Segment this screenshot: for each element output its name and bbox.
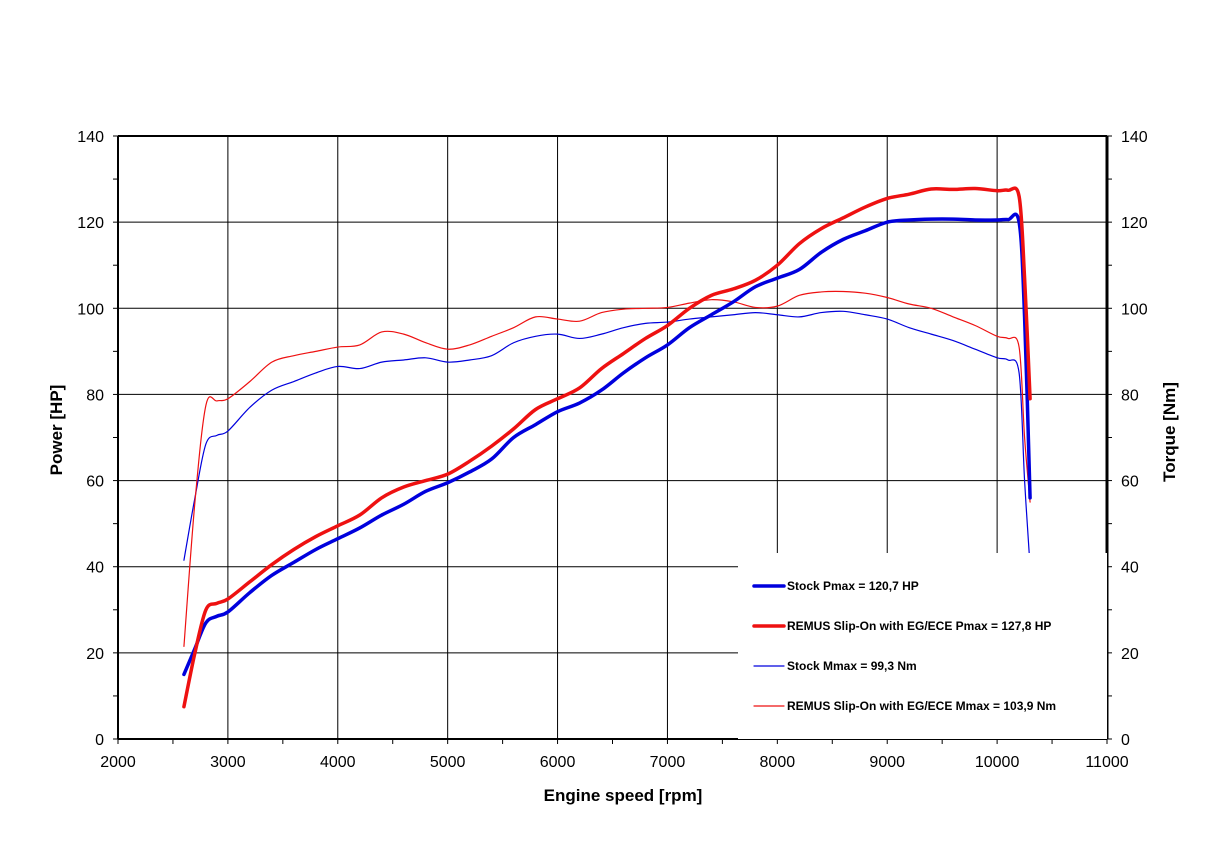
legend: Stock Pmax = 120,7 HP REMUS Slip-On with … xyxy=(738,553,1107,739)
x-tick-label: 3000 xyxy=(210,754,246,771)
y-tick-label-right: 0 xyxy=(1121,732,1130,749)
legend-label: Stock Mmax = 99,3 Nm xyxy=(787,659,917,673)
legend-box xyxy=(738,553,1107,739)
stock-torque-line xyxy=(183,310,1031,568)
stock-power-line xyxy=(182,212,1032,677)
x-tick-label: 11000 xyxy=(1085,754,1128,771)
y-tick-label-right: 40 xyxy=(1121,560,1139,577)
y-tick-label-left: 80 xyxy=(86,387,104,404)
y-tick-label-left: 60 xyxy=(86,474,104,491)
x-axis-title: Engine speed [rpm] xyxy=(544,786,703,805)
y-tick-label-left: 140 xyxy=(77,129,104,146)
x-tick-label: 10000 xyxy=(975,754,1020,771)
y-tick-label-left: 100 xyxy=(77,301,104,318)
y-tick-label-left: 0 xyxy=(95,732,104,749)
x-tick-label: 5000 xyxy=(430,754,466,771)
tick-labels: 2000 3000 4000 5000 6000 7000 8000 9000 10000 110… xyxy=(77,129,1148,771)
x-tick-label: 7000 xyxy=(650,754,686,771)
remus-torque-line xyxy=(183,290,1031,647)
y-axis-title-right: Torque [Nm] xyxy=(1160,382,1179,482)
remus-power-line xyxy=(182,186,1032,709)
y-axis-title-left: Power [HP] xyxy=(47,385,66,476)
series-layer xyxy=(182,186,1032,709)
x-tick-label: 8000 xyxy=(760,754,796,771)
x-tick-label: 2000 xyxy=(100,754,136,771)
legend-label: Stock Pmax = 120,7 HP xyxy=(787,579,919,593)
y-tick-label-right: 120 xyxy=(1121,215,1148,232)
y-tick-label-right: 140 xyxy=(1121,129,1148,146)
y-tick-label-left: 120 xyxy=(77,215,104,232)
y-tick-label-right: 20 xyxy=(1121,646,1139,663)
y-tick-label-right: 60 xyxy=(1121,474,1139,491)
y-tick-label-left: 40 xyxy=(86,560,104,577)
x-tick-label: 4000 xyxy=(320,754,356,771)
x-tick-label: 9000 xyxy=(869,754,905,771)
x-tick-label: 6000 xyxy=(540,754,576,771)
legend-label: REMUS Slip-On with EG/ECE Pmax = 127,8 H… xyxy=(787,619,1051,633)
y-tick-label-left: 20 xyxy=(86,646,104,663)
y-tick-label-right: 80 xyxy=(1121,387,1139,404)
y-tick-label-right: 100 xyxy=(1121,301,1148,318)
legend-label: REMUS Slip-On with EG/ECE Mmax = 103,9 N… xyxy=(787,699,1056,713)
